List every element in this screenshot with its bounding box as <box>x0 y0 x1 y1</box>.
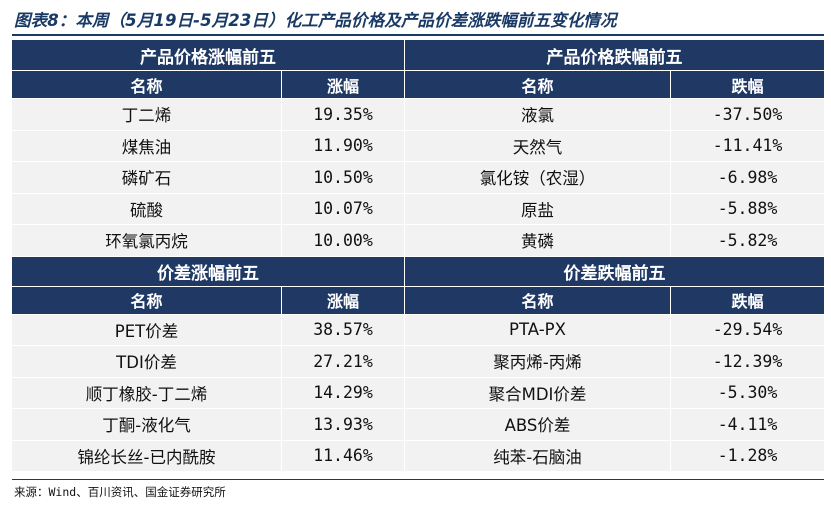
table-row: PET价差 38.57% PTA-PX -29.54% <box>12 313 824 345</box>
fall-value-cell: -5.82% <box>717 230 778 250</box>
table-row: 丁二烯 19.35% 液氯 -37.50% <box>12 98 824 130</box>
price-section-header: 产品价格涨幅前五 产品价格跌幅前五 <box>12 40 824 70</box>
rise-name-cell: 丁酮-液化气 <box>12 409 282 440</box>
rise-name-cell: 环氧氯丙烷 <box>12 225 282 256</box>
table-row: 丁酮-液化气 13.93% ABS价差 -4.11% <box>12 408 824 440</box>
table-row: 硫酸 10.07% 原盐 -5.88% <box>12 192 824 224</box>
col-name: 名称 <box>12 285 282 314</box>
rise-name-cell: 顺丁橡胶-丁二烯 <box>12 377 282 408</box>
spread-column-header: 名称 涨幅 名称 跌幅 <box>12 285 824 314</box>
price-column-header: 名称 涨幅 名称 跌幅 <box>12 70 824 98</box>
top-rule <box>12 34 824 36</box>
spread-section-header: 价差涨幅前五 价差跌幅前五 <box>12 255 824 286</box>
fall-value-cell: -37.50% <box>712 104 783 124</box>
col-rise: 涨幅 <box>282 70 405 98</box>
rise-name-cell: 硫酸 <box>12 193 282 224</box>
source-note: 来源：Wind、百川资讯、国金证券研究所 <box>14 485 226 499</box>
spread-rows: PET价差 38.57% PTA-PX -29.54% TDI价差 27.21% 聚丙烯-丙… <box>12 313 824 471</box>
rise-name-cell: 丁二烯 <box>12 99 282 130</box>
table-row: 顺丁橡胶-丁二烯 14.29% 聚合MDI价差 -5.30% <box>12 376 824 408</box>
fall-value-cell: -5.88% <box>717 199 778 219</box>
fall-name-cell: 液氯 <box>405 99 671 130</box>
bottom-rule <box>12 479 824 480</box>
rise-value-cell: 11.90% <box>282 130 405 161</box>
rise-name-cell: TDI价差 <box>12 346 282 377</box>
fall-value-cell: -4.11% <box>717 414 778 434</box>
col-name: 名称 <box>12 70 282 98</box>
rise-value-cell: 14.29% <box>282 377 405 408</box>
col-name: 名称 <box>405 285 671 314</box>
fall-value-cell: -11.41% <box>712 136 783 156</box>
fall-value-cell: -6.98% <box>717 167 778 187</box>
rise-value-cell: 10.50% <box>282 162 405 193</box>
change-table: 产品价格涨幅前五 产品价格跌幅前五 名称 涨幅 名称 跌幅 丁二烯 19.35% 液… <box>12 40 824 471</box>
table-row: 锦纶长丝-已内酰胺 11.46% 纯苯-石脑油 -1.28% <box>12 439 824 471</box>
fall-name-cell: 氯化铵（农湿） <box>405 162 671 193</box>
spread-rise-title: 价差涨幅前五 <box>12 256 405 286</box>
rise-value-cell: 27.21% <box>282 346 405 377</box>
table-row: 环氧氯丙烷 10.00% 黄磷 -5.82% <box>12 224 824 256</box>
figure-title: 图表8：本周（5月19日-5月23日）化工产品价格及产品价差涨跌幅前五变化情况 <box>14 11 617 30</box>
rise-name-cell: 煤焦油 <box>12 130 282 161</box>
fall-value-cell: -29.54% <box>712 320 783 340</box>
fall-name-cell: 原盐 <box>405 193 671 224</box>
rise-value-cell: 11.46% <box>282 440 405 471</box>
rise-value-cell: 10.00% <box>282 225 405 256</box>
price-rise-title: 产品价格涨幅前五 <box>12 40 405 70</box>
fall-name-cell: 黄磷 <box>405 225 671 256</box>
fall-name-cell: ABS价差 <box>405 409 671 440</box>
price-rows: 丁二烯 19.35% 液氯 -37.50% 煤焦油 11.90% 天然气 -11.41% 磷矿石… <box>12 98 824 256</box>
col-fall: 跌幅 <box>671 285 824 314</box>
spread-fall-title: 价差跌幅前五 <box>405 256 824 286</box>
fall-value-cell: -5.30% <box>717 383 778 403</box>
col-fall: 跌幅 <box>671 70 824 98</box>
col-rise: 涨幅 <box>282 285 405 314</box>
fall-name-cell: 天然气 <box>405 130 671 161</box>
table-row: 煤焦油 11.90% 天然气 -11.41% <box>12 129 824 161</box>
rise-value-cell: 19.35% <box>282 99 405 130</box>
rise-value-cell: 10.07% <box>282 193 405 224</box>
fall-name-cell: 聚丙烯-丙烯 <box>405 346 671 377</box>
table-row: 磷矿石 10.50% 氯化铵（农湿） -6.98% <box>12 161 824 193</box>
table-row: TDI价差 27.21% 聚丙烯-丙烯 -12.39% <box>12 345 824 377</box>
price-fall-title: 产品价格跌幅前五 <box>405 40 824 70</box>
fall-name-cell: 纯苯-石脑油 <box>405 440 671 471</box>
rise-name-cell: 锦纶长丝-已内酰胺 <box>12 440 282 471</box>
rise-name-cell: PET价差 <box>12 314 282 345</box>
fall-value-cell: -1.28% <box>717 446 778 466</box>
fall-value-cell: -12.39% <box>712 351 783 371</box>
rise-value-cell: 38.57% <box>282 314 405 345</box>
rise-name-cell: 磷矿石 <box>12 162 282 193</box>
fall-name-cell: 聚合MDI价差 <box>405 377 671 408</box>
rise-value-cell: 13.93% <box>282 409 405 440</box>
col-name: 名称 <box>405 70 671 98</box>
fall-name-cell: PTA-PX <box>405 314 671 345</box>
